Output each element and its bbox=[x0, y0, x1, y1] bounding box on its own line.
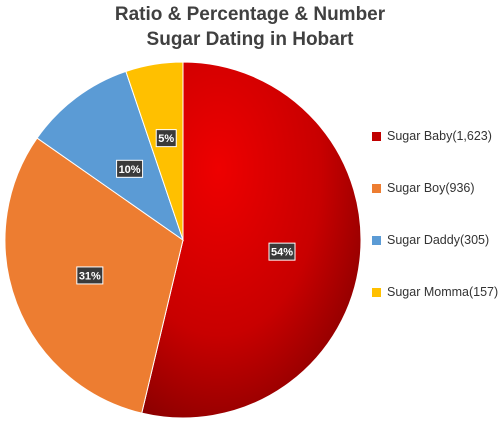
pie-data-labels: 54% 31% 10% 5% bbox=[76, 129, 296, 285]
data-label-text: 31% bbox=[79, 270, 101, 282]
legend-label-sugar-daddy: Sugar Daddy(305) bbox=[387, 233, 490, 247]
chart-legend: Sugar Baby(1,623) Sugar Boy(936) Sugar D… bbox=[372, 128, 498, 336]
legend-item-sugar-baby: Sugar Baby(1,623) bbox=[372, 128, 498, 144]
legend-swatch-sugar-daddy bbox=[372, 235, 381, 245]
legend-label-sugar-baby: Sugar Baby(1,623) bbox=[387, 129, 492, 143]
legend-swatch-sugar-boy bbox=[372, 183, 381, 193]
data-label-text: 54% bbox=[271, 247, 293, 259]
data-label-text: 5% bbox=[158, 133, 174, 145]
data-label-sugar-daddy: 10% bbox=[116, 159, 144, 178]
pie-slice-sugar-momma bbox=[125, 61, 184, 241]
data-label-box bbox=[155, 129, 177, 148]
data-label-sugar-boy: 31% bbox=[76, 266, 104, 285]
data-label-box bbox=[116, 159, 144, 178]
data-label-sugar-momma: 5% bbox=[155, 129, 177, 148]
legend-item-sugar-daddy: Sugar Daddy(305) bbox=[372, 232, 498, 248]
data-label-text: 10% bbox=[119, 164, 141, 176]
legend-label-sugar-momma: Sugar Momma(157) bbox=[387, 285, 499, 299]
pie-slice-sugar-baby bbox=[141, 61, 362, 419]
legend-item-sugar-momma: Sugar Momma(157) bbox=[372, 284, 498, 300]
legend-item-sugar-boy: Sugar Boy(936) bbox=[372, 180, 498, 196]
data-label-box bbox=[76, 266, 104, 285]
legend-label-sugar-boy: Sugar Boy(936) bbox=[387, 181, 475, 195]
chart-title-line-2: Sugar Dating in Hobart bbox=[146, 29, 354, 50]
legend-swatch-sugar-baby bbox=[372, 131, 381, 141]
pie-slices bbox=[4, 61, 362, 419]
chart-title-line-1: Ratio & Percentage & Number bbox=[114, 4, 386, 25]
chart-title: Ratio & Percentage & Number Sugar Dating… bbox=[0, 2, 500, 52]
pie-slice-sugar-daddy bbox=[36, 70, 184, 242]
data-label-sugar-baby: 54% bbox=[268, 242, 296, 261]
legend-swatch-sugar-momma bbox=[372, 287, 381, 297]
data-label-box bbox=[268, 242, 296, 261]
